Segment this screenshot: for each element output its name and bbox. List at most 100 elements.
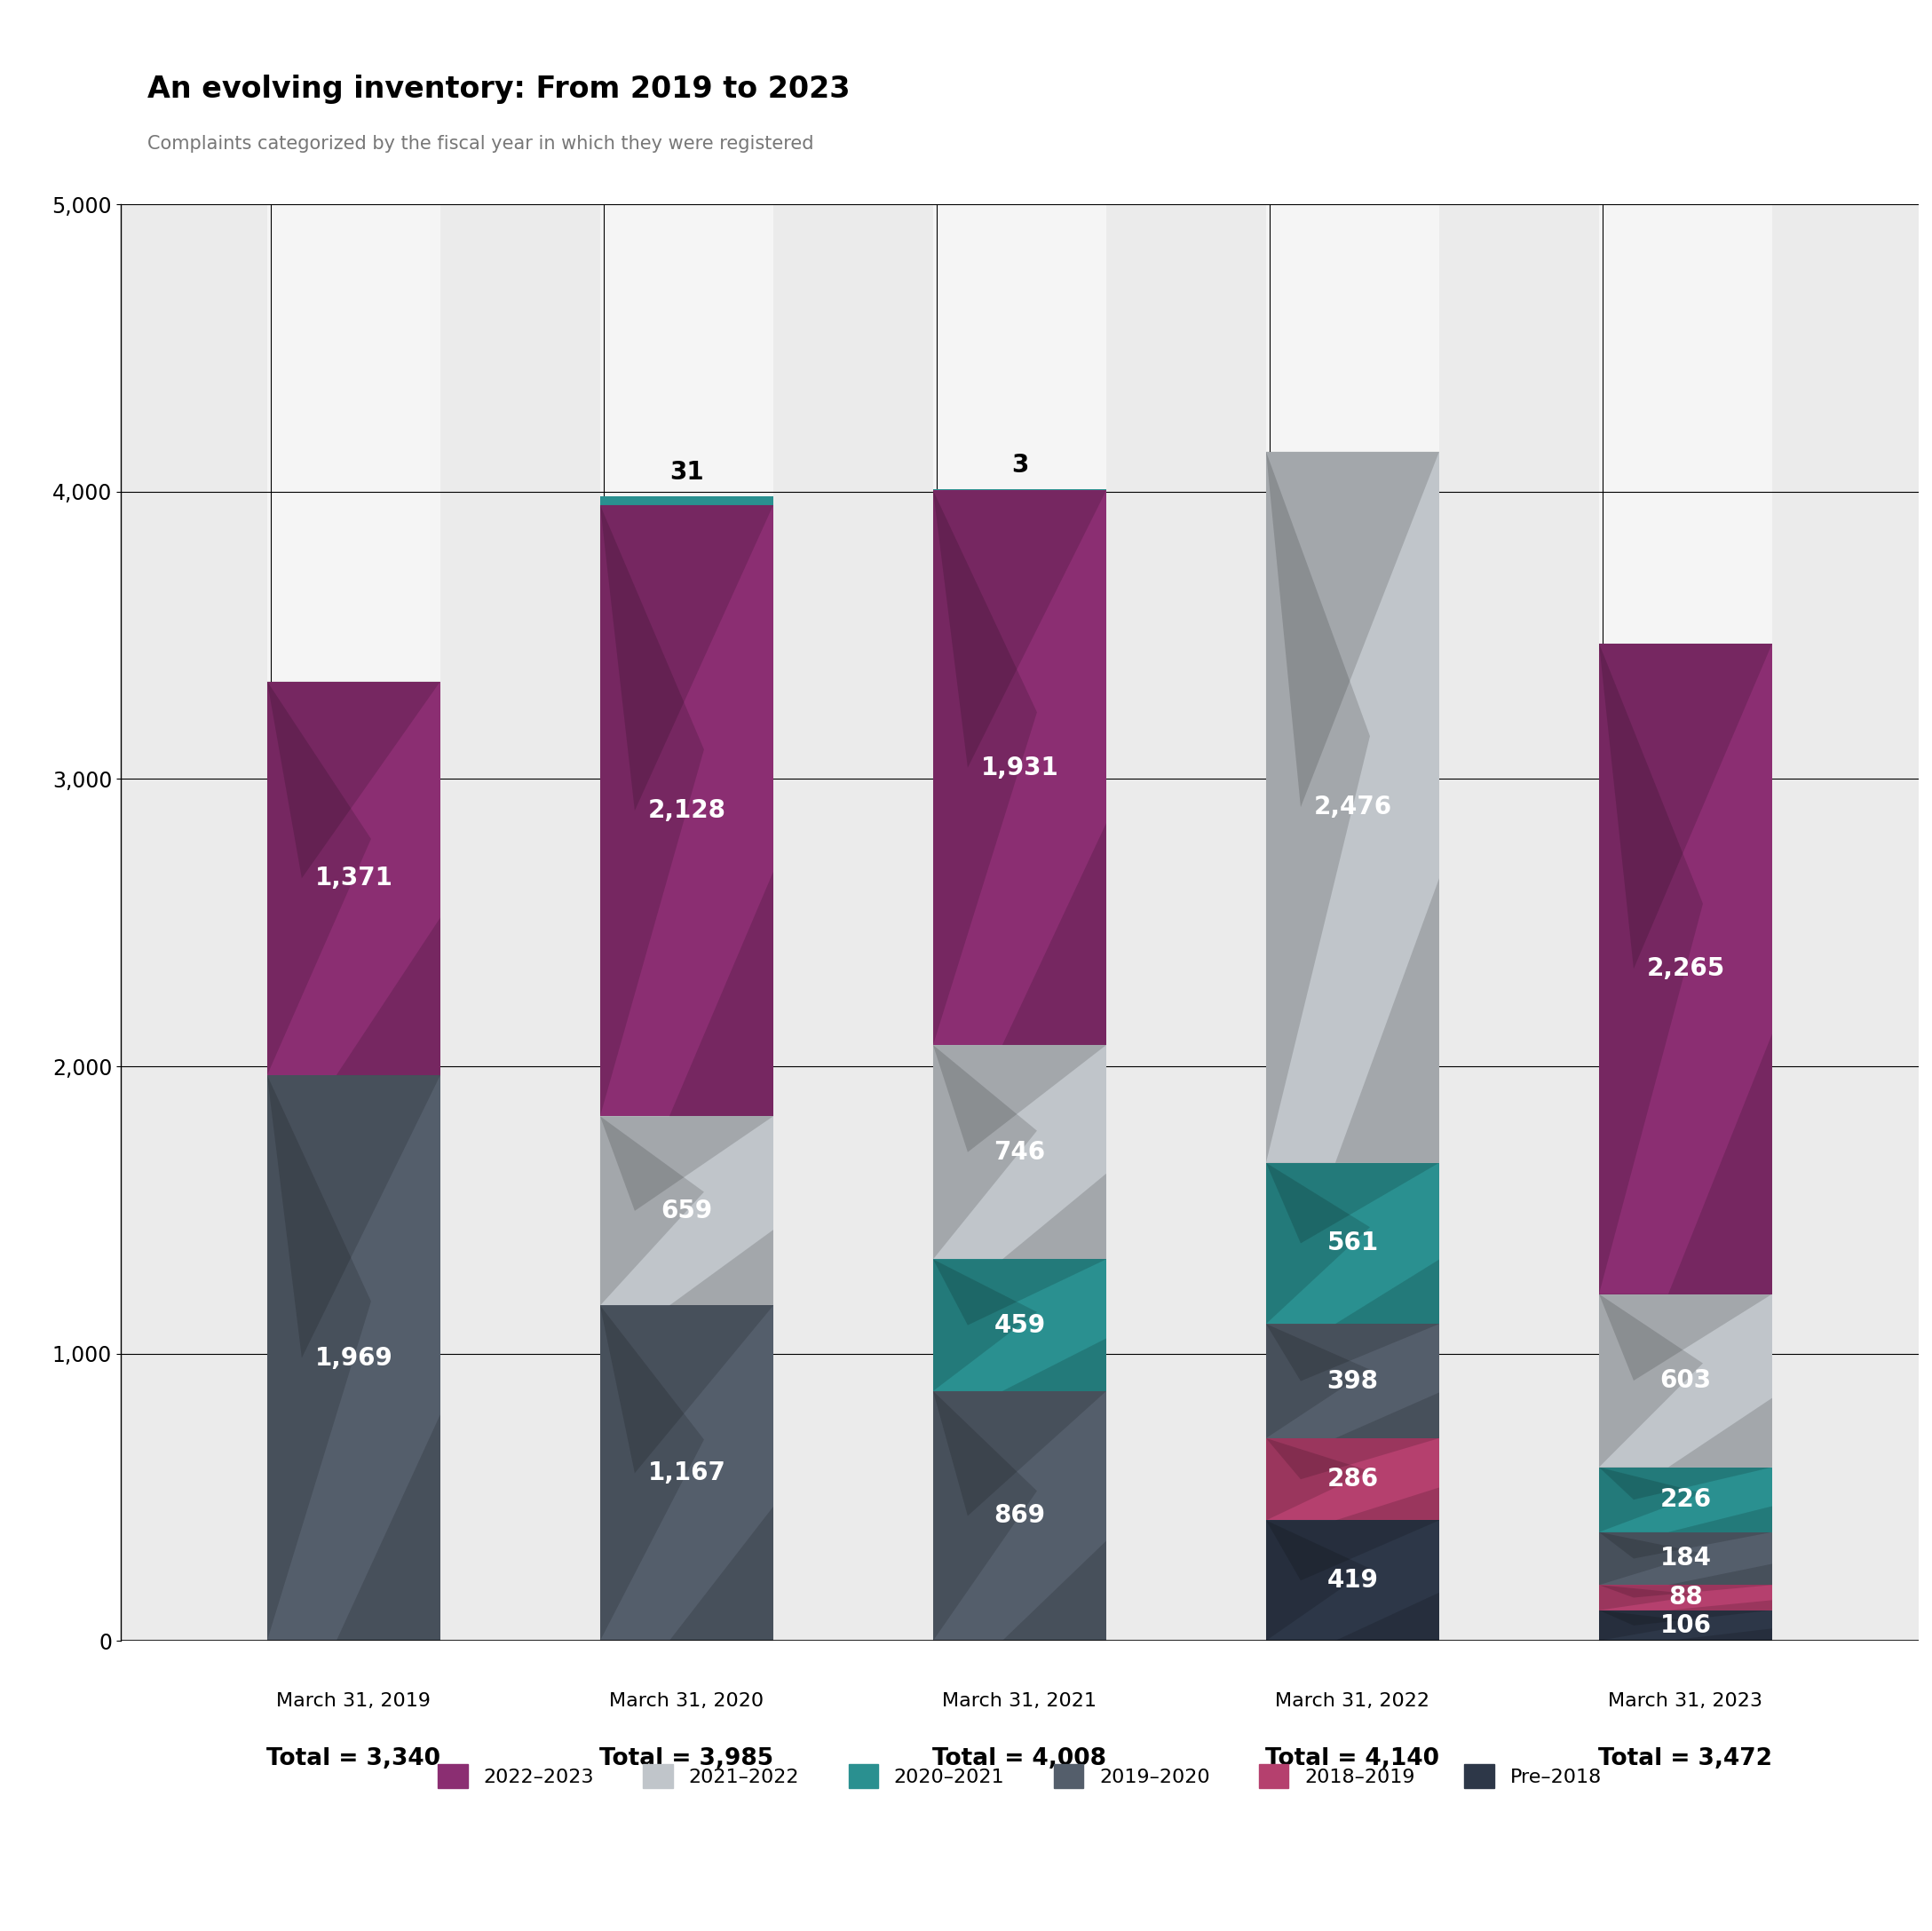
Bar bbox=[933, 1390, 1107, 1641]
Polygon shape bbox=[1669, 1601, 1772, 1610]
Text: March 31, 2020: March 31, 2020 bbox=[609, 1692, 763, 1711]
Polygon shape bbox=[1265, 1439, 1370, 1520]
Polygon shape bbox=[1600, 643, 1772, 969]
Polygon shape bbox=[1265, 452, 1439, 807]
Bar bbox=[1600, 1531, 1772, 1585]
Polygon shape bbox=[933, 1390, 1107, 1516]
Polygon shape bbox=[1669, 1506, 1772, 1531]
Bar bbox=[267, 205, 440, 1641]
Bar bbox=[1600, 1468, 1772, 1531]
Bar bbox=[933, 205, 1107, 1641]
Bar bbox=[1600, 205, 1772, 1641]
Polygon shape bbox=[601, 506, 703, 1116]
Polygon shape bbox=[1600, 1610, 1702, 1641]
Polygon shape bbox=[933, 1390, 1037, 1641]
Polygon shape bbox=[933, 1259, 1107, 1325]
Polygon shape bbox=[1265, 1520, 1370, 1641]
Text: 1,969: 1,969 bbox=[315, 1346, 392, 1371]
Polygon shape bbox=[1669, 1564, 1772, 1585]
Polygon shape bbox=[601, 1305, 773, 1473]
Polygon shape bbox=[1669, 1398, 1772, 1468]
Text: 286: 286 bbox=[1327, 1468, 1378, 1493]
Polygon shape bbox=[1265, 1162, 1370, 1325]
Text: Total = 4,008: Total = 4,008 bbox=[933, 1748, 1107, 1771]
Polygon shape bbox=[1335, 1487, 1439, 1520]
Polygon shape bbox=[267, 1076, 440, 1357]
Text: 398: 398 bbox=[1327, 1369, 1378, 1394]
Bar bbox=[601, 1116, 773, 1305]
Bar bbox=[933, 1259, 1107, 1390]
Bar bbox=[1265, 1439, 1439, 1520]
Text: 419: 419 bbox=[1327, 1568, 1378, 1593]
Polygon shape bbox=[668, 871, 773, 1116]
Polygon shape bbox=[601, 1305, 703, 1641]
Bar bbox=[1265, 1162, 1439, 1325]
Polygon shape bbox=[933, 1045, 1037, 1259]
Bar bbox=[1600, 1610, 1772, 1641]
Text: 1,371: 1,371 bbox=[315, 865, 392, 890]
Bar bbox=[267, 682, 440, 1076]
Polygon shape bbox=[1335, 879, 1439, 1162]
Polygon shape bbox=[1600, 1610, 1772, 1626]
Polygon shape bbox=[933, 1259, 1037, 1390]
Polygon shape bbox=[933, 1045, 1107, 1153]
Polygon shape bbox=[1003, 1174, 1107, 1259]
Text: Complaints categorized by the fiscal year in which they were registered: Complaints categorized by the fiscal yea… bbox=[147, 135, 813, 153]
Bar bbox=[1265, 452, 1439, 1162]
Polygon shape bbox=[601, 1116, 703, 1305]
Text: 1,167: 1,167 bbox=[647, 1460, 726, 1485]
Text: 2,476: 2,476 bbox=[1314, 796, 1391, 819]
Text: 2,128: 2,128 bbox=[647, 798, 726, 823]
Legend: 2022–2023, 2021–2022, 2020–2021, 2019–2020, 2018–2019, Pre–2018: 2022–2023, 2021–2022, 2020–2021, 2019–20… bbox=[431, 1755, 1609, 1796]
Polygon shape bbox=[336, 1415, 440, 1641]
Text: 2,265: 2,265 bbox=[1646, 956, 1725, 981]
Bar bbox=[1600, 643, 1772, 1294]
Bar bbox=[1265, 205, 1439, 1641]
Polygon shape bbox=[1669, 1628, 1772, 1641]
Text: 1,931: 1,931 bbox=[981, 755, 1059, 780]
Polygon shape bbox=[336, 917, 440, 1076]
Bar bbox=[601, 205, 773, 1641]
Polygon shape bbox=[1600, 1585, 1772, 1597]
Text: 603: 603 bbox=[1660, 1369, 1712, 1392]
Text: 746: 746 bbox=[993, 1139, 1045, 1164]
Polygon shape bbox=[1003, 823, 1107, 1045]
Polygon shape bbox=[1265, 452, 1370, 1162]
Bar bbox=[601, 496, 773, 506]
Polygon shape bbox=[668, 1506, 773, 1641]
Text: March 31, 2022: March 31, 2022 bbox=[1275, 1692, 1430, 1711]
Bar bbox=[1600, 1585, 1772, 1610]
Polygon shape bbox=[601, 506, 773, 811]
Text: March 31, 2019: March 31, 2019 bbox=[276, 1692, 431, 1711]
Polygon shape bbox=[1335, 1392, 1439, 1439]
Bar bbox=[1265, 1520, 1439, 1641]
Polygon shape bbox=[1335, 1259, 1439, 1325]
Bar bbox=[933, 1045, 1107, 1259]
Text: 184: 184 bbox=[1660, 1547, 1712, 1572]
Polygon shape bbox=[933, 490, 1037, 1045]
Text: Total = 3,985: Total = 3,985 bbox=[599, 1748, 773, 1771]
Polygon shape bbox=[1265, 1520, 1439, 1581]
Polygon shape bbox=[1669, 1033, 1772, 1294]
Polygon shape bbox=[267, 682, 371, 1076]
Polygon shape bbox=[933, 490, 1107, 769]
Polygon shape bbox=[601, 1116, 773, 1211]
Polygon shape bbox=[1600, 1531, 1772, 1558]
Polygon shape bbox=[1600, 1585, 1702, 1610]
Text: 459: 459 bbox=[993, 1313, 1045, 1338]
Polygon shape bbox=[1265, 1325, 1370, 1439]
Polygon shape bbox=[1003, 1338, 1107, 1390]
Text: 659: 659 bbox=[661, 1199, 713, 1224]
Polygon shape bbox=[1003, 1541, 1107, 1641]
Text: 88: 88 bbox=[1669, 1585, 1702, 1610]
Polygon shape bbox=[1600, 1531, 1702, 1585]
Bar bbox=[933, 490, 1107, 1045]
Polygon shape bbox=[1265, 1325, 1439, 1381]
Polygon shape bbox=[1600, 1468, 1702, 1531]
Polygon shape bbox=[1600, 1468, 1772, 1500]
Polygon shape bbox=[1265, 1439, 1439, 1479]
Polygon shape bbox=[1600, 643, 1702, 1294]
Text: 226: 226 bbox=[1660, 1487, 1712, 1512]
Text: Total = 4,140: Total = 4,140 bbox=[1265, 1748, 1439, 1771]
Text: 106: 106 bbox=[1660, 1612, 1712, 1637]
